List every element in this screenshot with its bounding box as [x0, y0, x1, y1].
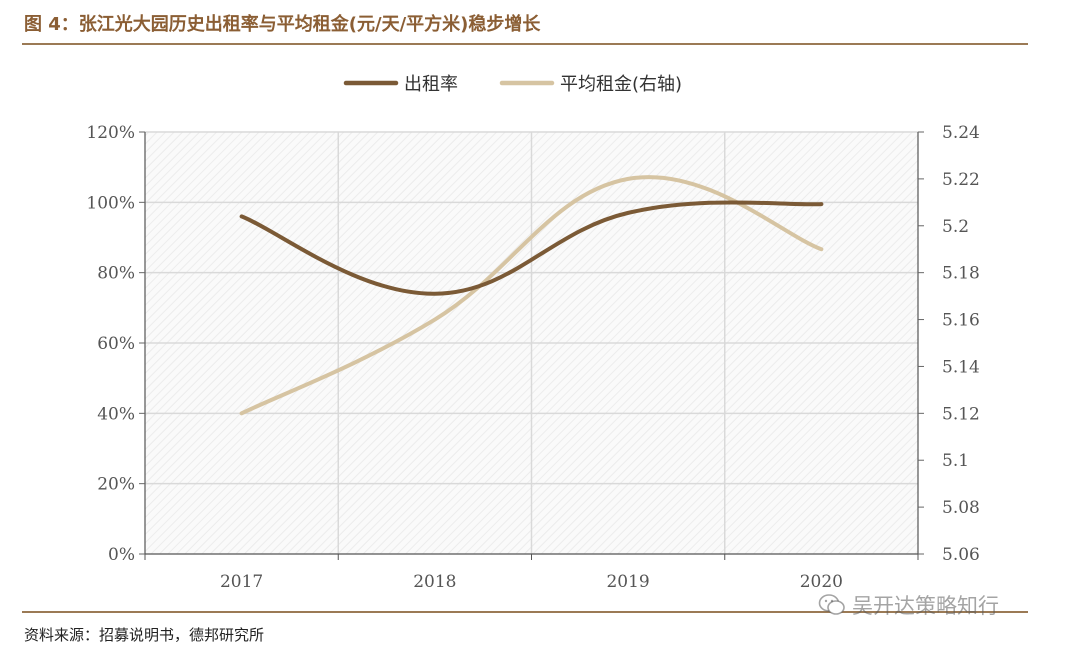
series-group — [239, 175, 824, 416]
legend-occupancy-label: 出租率 — [404, 74, 458, 95]
left-axis-ticks: 0% 20% 40% 60% 80% 100% 120% — [86, 123, 145, 565]
legend: 出租率 平均租金(右轴) — [343, 74, 682, 95]
right-axis-ticks: 5.06 5.08 5.1 5.12 5.14 5.16 5.18 5.2 5.22 5.24 — [918, 123, 980, 565]
left-tick-label: 60% — [97, 334, 135, 354]
left-tick-label: 20% — [97, 475, 135, 495]
x-axis-ticks: 2017 2018 2019 2020 — [144, 554, 919, 592]
right-tick-label: 5.06 — [942, 545, 980, 565]
x-tick-label: 2019 — [606, 572, 649, 592]
x-tick-label: 2018 — [413, 572, 456, 592]
right-tick-label: 5.16 — [942, 311, 980, 331]
left-tick-label: 120% — [86, 123, 135, 143]
right-tick-label: 5.1 — [942, 451, 969, 471]
wechat-icon — [818, 594, 845, 615]
x-tick-label: 2020 — [800, 572, 843, 592]
left-tick-label: 80% — [97, 264, 135, 284]
right-tick-label: 5.08 — [942, 498, 980, 518]
right-tick-label: 5.22 — [942, 170, 980, 190]
legend-occupancy: 出租率 — [343, 74, 458, 95]
left-tick-label: 0% — [108, 545, 135, 565]
legend-rent-label: 平均租金(右轴) — [560, 74, 682, 95]
right-tick-label: 5.2 — [942, 217, 969, 237]
series-line-occupancy — [239, 200, 824, 296]
source-divider — [22, 611, 1028, 613]
title-divider — [22, 43, 1028, 45]
figure-title: 图 4：张江光大园历史出租率与平均租金(元/天/平方米)稳步增长 — [24, 14, 541, 35]
right-tick-label: 5.14 — [942, 357, 980, 377]
left-tick-label: 40% — [97, 404, 135, 424]
legend-rent: 平均租金(右轴) — [499, 74, 682, 95]
right-tick-label: 5.12 — [942, 404, 980, 424]
source-note: 资料来源：招募说明书，德邦研究所 — [24, 626, 265, 644]
watermark: 吴开达策略知行 — [818, 590, 999, 620]
right-tick-label: 5.24 — [942, 123, 980, 143]
right-tick-label: 5.18 — [942, 264, 980, 284]
left-tick-label: 100% — [86, 193, 135, 213]
x-tick-label: 2017 — [220, 572, 263, 592]
watermark-text: 吴开达策略知行 — [852, 594, 999, 618]
